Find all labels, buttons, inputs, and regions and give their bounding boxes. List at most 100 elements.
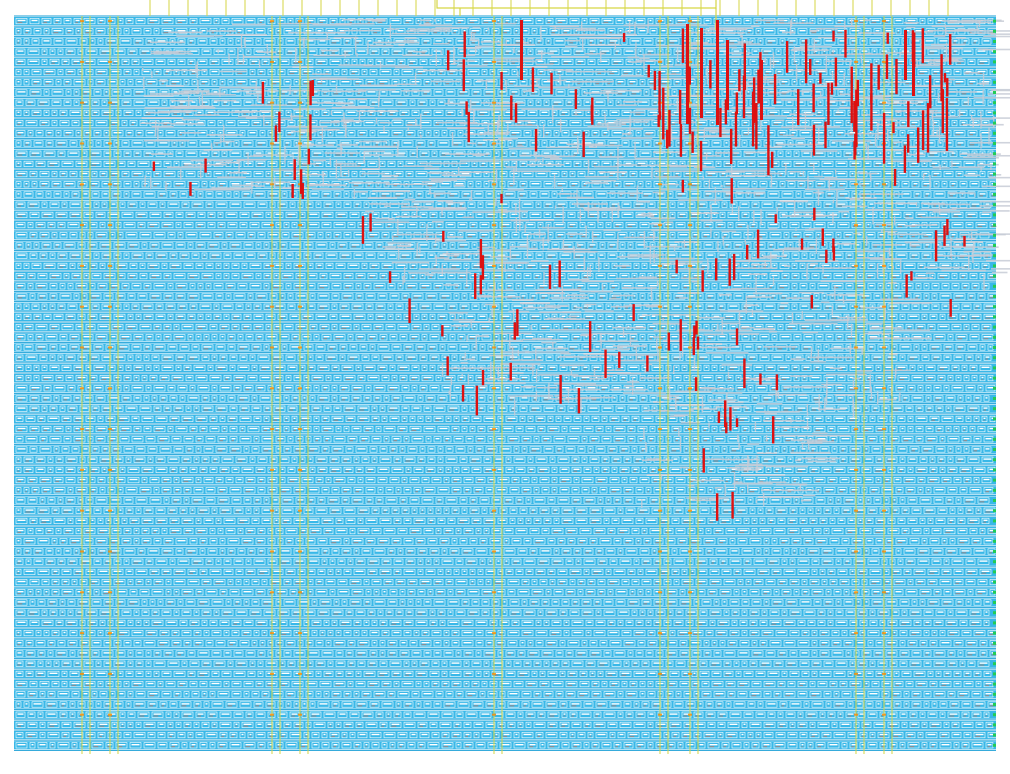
- cell-stripe: [67, 40, 76, 42]
- cell-stripe: [57, 81, 60, 83]
- cell-stripe: [515, 30, 518, 32]
- cell-stripe: [555, 40, 564, 42]
- cell-label-mark: [51, 62, 56, 64]
- cell-stripe: [933, 70, 940, 73]
- cell-stripe: [53, 30, 62, 32]
- cell-stripe: [599, 152, 604, 154]
- cell-stripe: [793, 50, 798, 52]
- cell-label-mark: [619, 154, 622, 156]
- cell-stripe: [343, 70, 346, 73]
- cell-label-mark: [173, 113, 178, 115]
- cell-outline: [65, 38, 78, 45]
- cell-label-mark: [75, 93, 77, 95]
- cell-stripe: [689, 162, 698, 164]
- cell-stripe: [623, 70, 632, 73]
- cell-outline: [161, 28, 174, 35]
- cell-label-mark: [607, 83, 610, 85]
- cell-stripe: [123, 60, 128, 62]
- cell-stripe: [527, 121, 536, 124]
- cell-stripe: [803, 152, 810, 154]
- cell-stripe: [45, 111, 48, 113]
- cell-stripe: [73, 60, 80, 62]
- cell-outline: [569, 18, 580, 25]
- cell-label-mark: [399, 62, 402, 64]
- cell-stripe: [397, 101, 406, 103]
- cell-stripe: [603, 132, 608, 134]
- cell-stripe: [885, 19, 890, 22]
- cell-stripe: [775, 142, 784, 144]
- cell-stripe: [349, 19, 354, 22]
- cell-stripe: [289, 19, 292, 22]
- standard-cell: [503, 48, 514, 55]
- standard-cell: [99, 48, 112, 55]
- cell-stripe: [733, 50, 740, 52]
- cell-label-mark: [619, 32, 621, 34]
- cell-stripe: [257, 162, 264, 164]
- standard-cell: [811, 38, 822, 45]
- cell-label-mark: [631, 93, 637, 95]
- cell-label-mark: [345, 62, 347, 64]
- cell-stripe: [453, 30, 458, 32]
- cell-label-mark: [127, 21, 130, 23]
- cell-stripe: [33, 40, 38, 42]
- cell-stripe: [165, 172, 174, 175]
- cell-label-mark: [105, 134, 107, 136]
- cell-label-mark: [133, 62, 136, 64]
- cell-stripe: [171, 81, 180, 83]
- cell-label-mark: [211, 32, 214, 34]
- cell-label-mark: [953, 123, 955, 125]
- standard-cell: [131, 28, 142, 35]
- cell-stripe: [209, 121, 214, 124]
- cell-stripe: [397, 30, 404, 32]
- cell-label-mark: [923, 164, 925, 166]
- cell-stripe: [473, 91, 480, 93]
- cell-stripe: [953, 50, 958, 52]
- cell-stripe: [447, 40, 452, 42]
- standard-cell: [213, 48, 226, 55]
- cell-stripe: [543, 81, 552, 83]
- cell-stripe: [399, 60, 404, 62]
- cell-label-mark: [237, 72, 243, 74]
- cell-stripe: [105, 132, 108, 134]
- cell-stripe: [247, 19, 254, 22]
- cell-label-mark: [349, 154, 354, 156]
- cell-stripe: [763, 121, 768, 124]
- cell-outline: [723, 18, 732, 25]
- cell-stripe: [359, 19, 362, 22]
- standard-cell: [421, 38, 432, 45]
- cell-stripe: [287, 50, 296, 52]
- cell-stripe: [75, 91, 78, 93]
- cell-label-mark: [297, 21, 300, 23]
- cell-label-mark: [125, 72, 128, 74]
- cell-stripe: [309, 50, 316, 52]
- cell-stripe: [379, 132, 388, 134]
- cell-label-mark: [83, 93, 88, 95]
- cell-stripe: [361, 60, 364, 62]
- cell-stripe: [897, 30, 900, 32]
- cell-label-mark: [405, 93, 407, 95]
- cell-label-mark: [961, 93, 967, 95]
- cell-stripe: [189, 50, 198, 52]
- cell-stripe: [609, 152, 614, 154]
- cell-stripe: [81, 40, 86, 42]
- cell-label-mark: [405, 21, 410, 23]
- cell-stripe: [439, 142, 448, 144]
- cell-stripe: [199, 40, 206, 42]
- cell-stripe: [17, 81, 20, 83]
- cell-stripe: [929, 19, 932, 22]
- cell-stripe: [433, 50, 442, 52]
- standard-cell: [275, 28, 282, 35]
- cell-label-mark: [425, 21, 430, 23]
- cell-stripe: [711, 121, 714, 124]
- cell-stripe: [617, 19, 622, 22]
- cell-stripe: [201, 152, 208, 154]
- cell-label-mark: [593, 134, 596, 136]
- cell-stripe: [155, 172, 160, 175]
- cell-label-mark: [511, 93, 516, 95]
- cell-stripe: [163, 101, 166, 103]
- cell-stripe: [287, 111, 290, 113]
- cell-stripe: [37, 132, 42, 134]
- cell-label-mark: [847, 123, 849, 125]
- cell-label-mark: [45, 83, 50, 85]
- cell-label-mark: [477, 144, 483, 146]
